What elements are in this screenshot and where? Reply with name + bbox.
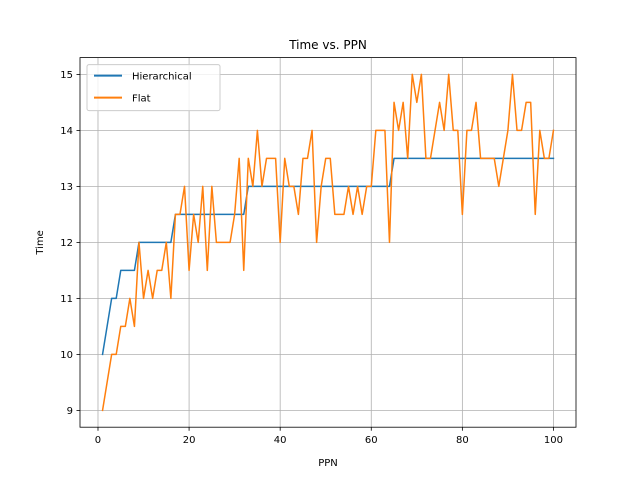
x-tick-label: 100	[544, 435, 563, 446]
y-axis-label: Time	[35, 230, 46, 255]
series-lines	[101, 73, 555, 412]
x-tick-label: 40	[274, 435, 287, 446]
y-tick-label: 12	[60, 238, 73, 249]
axis-ticks: 0 20 40 60 80 100 9 10 11 12 13 14 15	[60, 70, 563, 446]
x-tick-label: 20	[183, 435, 196, 446]
x-axis-label: PPN	[318, 458, 338, 469]
y-tick-label: 15	[60, 70, 73, 81]
y-tick-label: 11	[60, 294, 73, 305]
y-tick-label: 10	[60, 350, 73, 361]
x-tick-label: 80	[456, 435, 469, 446]
y-tick-label: 13	[60, 182, 73, 193]
chart-title: Time vs. PPN	[288, 38, 367, 52]
x-tick-label: 60	[365, 435, 378, 446]
series-line-flat	[101, 73, 555, 412]
legend-label-flat: Flat	[132, 94, 151, 105]
x-tick-label: 0	[95, 435, 101, 446]
legend-label-hierarchical: Hierarchical	[132, 72, 192, 83]
y-tick-label: 9	[67, 406, 73, 417]
y-tick-label: 14	[60, 126, 73, 137]
legend: Hierarchical Flat	[86, 64, 221, 112]
